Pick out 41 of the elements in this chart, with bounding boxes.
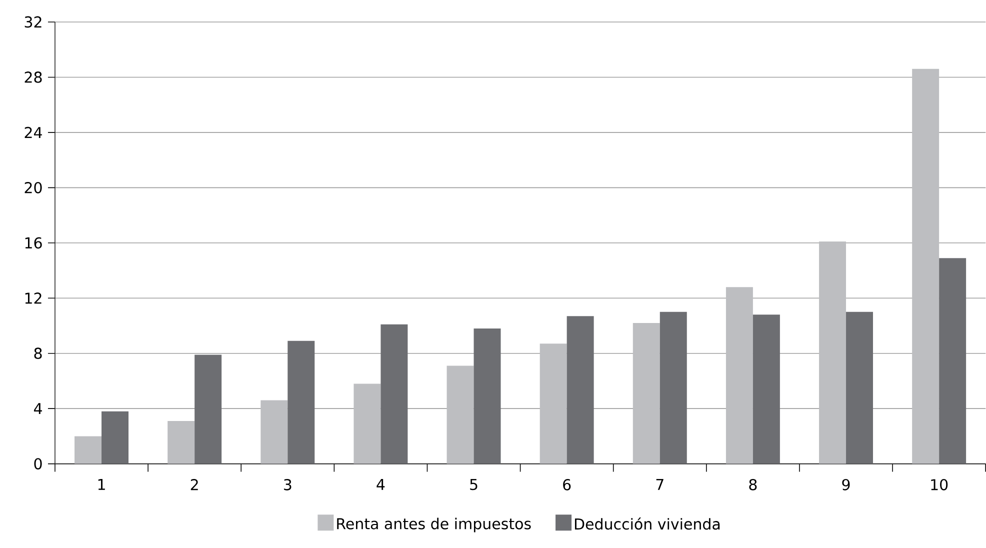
y-tick-label: 32	[24, 16, 42, 28]
x-tick-label: 3	[284, 479, 292, 490]
bar	[819, 242, 846, 464]
bar	[726, 287, 753, 464]
y-tick-label: 16	[25, 237, 42, 249]
bar	[540, 344, 567, 464]
legend-label: Renta antes de impuestos	[337, 518, 531, 532]
bar	[846, 312, 873, 464]
bar	[446, 366, 474, 464]
bar	[474, 328, 501, 464]
x-tick-label: 1	[98, 479, 105, 490]
y-tick-label: 0	[34, 458, 42, 470]
bar	[632, 323, 660, 464]
y-tick-label: 20	[24, 182, 42, 194]
x-tick-label: 5	[470, 479, 478, 490]
y-tick-label: 8	[34, 348, 42, 360]
x-tick-label: 6	[563, 479, 571, 490]
bar	[102, 411, 129, 464]
bar	[260, 400, 288, 464]
x-tick-label: 2	[190, 479, 198, 490]
bar	[912, 69, 940, 464]
y-tick-label: 24	[24, 126, 42, 138]
bar	[939, 258, 966, 464]
bar	[168, 421, 195, 464]
x-tick-label: 9	[842, 479, 850, 490]
bar	[288, 341, 315, 464]
bar	[194, 354, 222, 464]
legend-label: Deducción vivienda	[574, 518, 720, 530]
bar	[566, 316, 594, 464]
bar	[74, 436, 102, 464]
x-tick-label: 10	[931, 479, 948, 490]
y-tick-label: 12	[25, 292, 42, 304]
x-tick-label: 8	[749, 479, 757, 490]
bar	[354, 384, 381, 464]
bar	[660, 312, 687, 464]
x-tick-label: 7	[656, 479, 664, 490]
bar	[752, 314, 780, 464]
y-tick-label: 4	[34, 403, 42, 414]
x-tick-label: 4	[376, 479, 385, 490]
y-tick-label: 28	[24, 72, 42, 83]
bar	[380, 324, 408, 464]
